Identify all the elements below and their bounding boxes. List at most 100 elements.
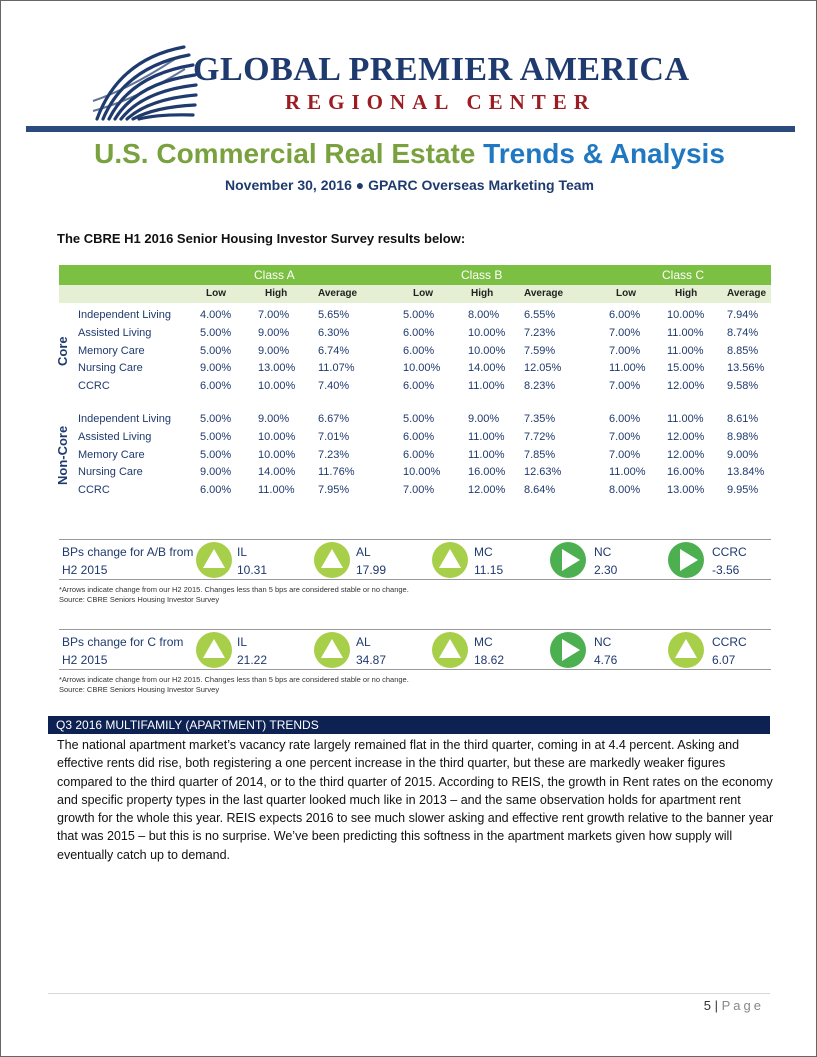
table-row: Independent Living 5.00% 9.00% 6.67% 5.00% 9.… [59, 411, 771, 429]
bp-item-name: AL [356, 635, 371, 649]
up-arrow-icon [314, 542, 350, 578]
col-c-low: Low [616, 288, 636, 299]
bp-item: CCRC -3.56 [712, 543, 747, 579]
bp-item-value: 4.76 [594, 653, 618, 667]
table-cell: 5.00% [200, 448, 232, 461]
table-cell: 10.00% [468, 326, 506, 339]
table-row: Nursing Care 9.00% 14.00% 11.76% 10.00% 16.00… [59, 464, 771, 482]
bp-c-notes: *Arrows indicate change from our H2 2015… [59, 675, 409, 695]
page-separator: | [714, 998, 718, 1013]
table-cell: 11.00% [667, 326, 704, 339]
bp-c-source: Source: CBRE Seniors Housing Investor Su… [59, 685, 220, 694]
bp-item-value: 10.31 [237, 563, 268, 577]
col-b-high: High [471, 288, 494, 299]
col-c-average: Average [727, 288, 767, 299]
bp-item-value: 2.30 [594, 563, 618, 577]
table-cell: 9.00% [258, 344, 290, 357]
row-name: CCRC [78, 484, 110, 497]
table-cell: 7.00% [609, 326, 641, 339]
col-a-low: Low [206, 288, 226, 299]
bp-item-name: IL [237, 545, 248, 559]
table-row: Assisted Living 5.00% 10.00% 7.01% 6.00% 11.0… [59, 429, 771, 447]
table-row: CCRC 6.00% 10.00% 7.40% 6.00% 11.00% 8.23% 7.00… [59, 378, 771, 396]
table-cell: 5.65% [318, 309, 350, 321]
table-cell: 10.00% [258, 430, 296, 443]
title-part-2: Trends & Analysis [483, 138, 725, 169]
table-cell: 6.55% [524, 309, 556, 321]
table-cell: 8.64% [524, 484, 556, 497]
table-cell: 6.00% [200, 484, 232, 497]
table-cell: 16.00% [468, 466, 506, 479]
table-cell: 6.00% [403, 380, 435, 393]
row-name: Memory Care [78, 344, 145, 357]
table-cell: 7.00% [609, 344, 641, 357]
row-name: Independent Living [78, 412, 171, 425]
table-row: Nursing Care 9.00% 13.00% 11.07% 10.00% 14.00… [59, 360, 771, 378]
table-cell: 11.00% [468, 448, 505, 461]
table-cell: 9.00% [200, 362, 232, 375]
table-cell: 6.74% [318, 344, 350, 357]
table-cell: 10.00% [258, 380, 296, 393]
table-cell: 12.00% [468, 484, 506, 497]
table-cell: 8.74% [727, 326, 759, 339]
bp-item-name: MC [474, 635, 493, 649]
table-cell: 7.00% [258, 309, 290, 321]
table-cell: 14.00% [258, 466, 296, 479]
bp-ab-label: BPs change for A/B from H2 2015 [62, 545, 194, 577]
table-cell: 11.07% [318, 362, 355, 375]
page-title: U.S. Commercial Real Estate Trends & Ana… [1, 138, 817, 170]
row-name: Assisted Living [78, 326, 152, 339]
table-cell: 5.00% [403, 412, 435, 425]
bp-item-value: 34.87 [356, 653, 387, 667]
table-cell: 13.56% [727, 362, 765, 375]
bp-item-name: NC [594, 545, 612, 559]
table-cell: 9.95% [727, 484, 759, 497]
table-cell: 7.94% [727, 309, 759, 321]
table-cell: 9.00% [258, 326, 290, 339]
table-cell: 6.00% [403, 430, 435, 443]
table-cell: 10.00% [403, 466, 441, 479]
table-cell: 6.00% [609, 309, 641, 321]
col-a-high: High [265, 288, 288, 299]
table-cell: 6.30% [318, 326, 350, 339]
table-cell: 13.00% [667, 484, 705, 497]
table-cell: 10.00% [403, 362, 441, 375]
up-arrow-icon [668, 632, 704, 668]
table-cell: 11.00% [468, 430, 505, 443]
table-cell: 8.00% [468, 309, 500, 321]
bp-ab-source: Source: CBRE Seniors Housing Investor Su… [59, 595, 220, 604]
table-cell: 7.00% [609, 430, 641, 443]
table-cell: 7.59% [524, 344, 556, 357]
right-arrow-icon [668, 542, 704, 578]
table-row: Independent Living 4.00% 7.00% 5.65% 5.00% 8.… [59, 307, 771, 325]
table-cell: 9.00% [200, 466, 232, 479]
table-cell: 10.00% [468, 344, 506, 357]
header-rule [26, 126, 795, 132]
table-cell: 6.00% [403, 344, 435, 357]
bp-item-name: CCRC [712, 545, 747, 559]
table-cell: 9.00% [727, 448, 759, 461]
row-name: Nursing Care [78, 466, 143, 479]
col-a-average: Average [318, 288, 358, 299]
bp-item-name: MC [474, 545, 493, 559]
bp-item-value: 17.99 [356, 563, 387, 577]
bp-c-label: BPs change for C from H2 2015 [62, 635, 184, 667]
table-cell: 10.00% [258, 448, 296, 461]
footer-rule [48, 993, 770, 994]
table-cell: 13.84% [727, 466, 765, 479]
table-cell: 6.00% [403, 448, 435, 461]
bp-item-value: 11.15 [474, 563, 504, 577]
bp-item: CCRC 6.07 [712, 633, 747, 669]
table-cell: 11.00% [468, 380, 505, 393]
table-cell: 11.00% [667, 344, 704, 357]
table-cell: 7.23% [318, 448, 350, 461]
section-heading: Q3 2016 MULTIFAMILY (APARTMENT) TRENDS [56, 718, 319, 732]
table-cell: 12.00% [667, 430, 705, 443]
bp-ab-note: *Arrows indicate change from our H2 2015… [59, 585, 409, 594]
bp-item: MC 11.15 [474, 543, 503, 579]
org-subtitle: REGIONAL CENTER [285, 90, 596, 114]
table-cell: 11.76% [318, 466, 355, 479]
table-cell: 8.00% [609, 484, 641, 497]
table-row: Memory Care 5.00% 10.00% 7.23% 6.00% 11.00% 7.… [59, 447, 771, 465]
